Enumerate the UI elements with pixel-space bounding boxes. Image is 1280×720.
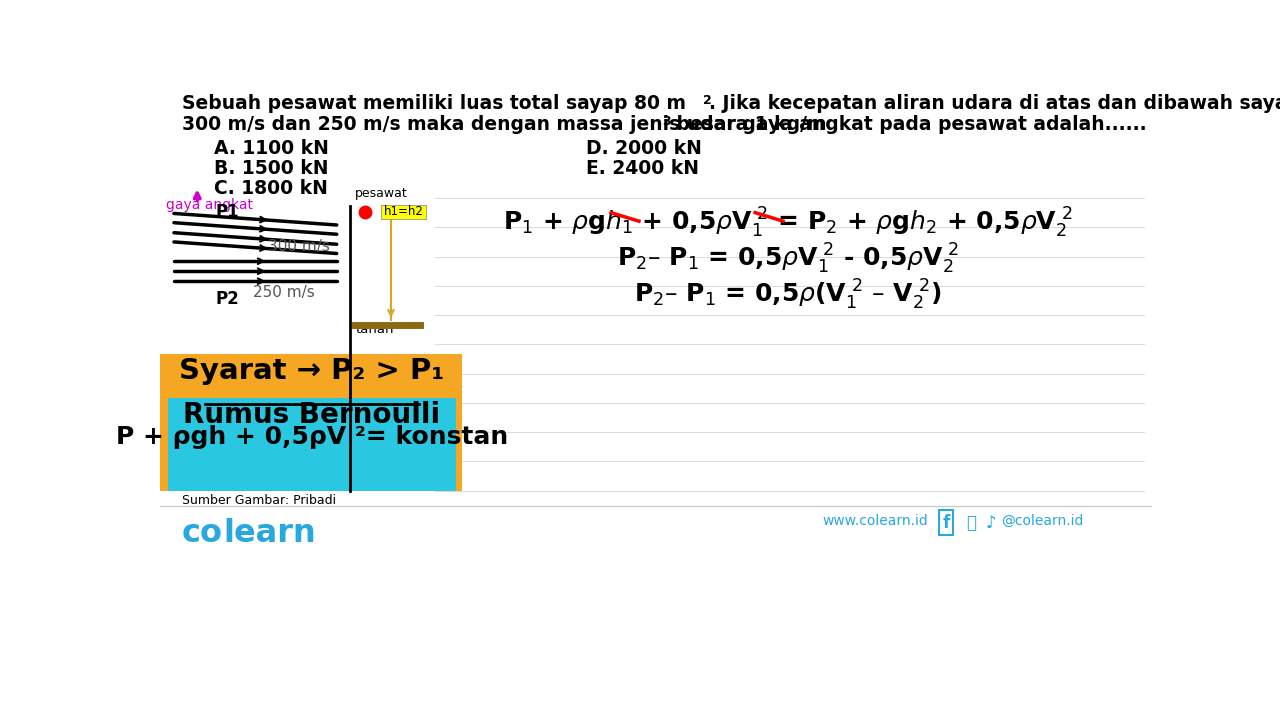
Text: learn: learn	[224, 518, 316, 549]
Text: besar gaya angkat pada pesawat adalah......: besar gaya angkat pada pesawat adalah...…	[669, 115, 1147, 134]
Text: co: co	[182, 518, 223, 549]
Text: P$_2$– P$_1$ = 0,5$\rho$(V$_1^{\ 2}$ – V$_2^{\ 2}$): P$_2$– P$_1$ = 0,5$\rho$(V$_1^{\ 2}$ – V…	[634, 278, 941, 312]
Text: D. 2000 kN: D. 2000 kN	[586, 139, 703, 158]
Text: 2: 2	[703, 94, 712, 107]
Text: . Jika kecepatan aliran udara di atas dan dibawah sayap adalah: . Jika kecepatan aliran udara di atas da…	[709, 94, 1280, 113]
Bar	[381, 205, 426, 219]
Text: 250 m/s: 250 m/s	[253, 285, 315, 300]
Text: P + ρgh + 0,5ρV ²= konstan: P + ρgh + 0,5ρV ²= konstan	[115, 426, 508, 449]
Text: www.colearn.id: www.colearn.id	[823, 514, 928, 528]
Text: P2: P2	[216, 290, 239, 308]
Text: Rumus Bernoulli: Rumus Bernoulli	[183, 400, 440, 428]
Text: ⓞ: ⓞ	[966, 514, 977, 532]
Text: C. 1800 kN: C. 1800 kN	[214, 179, 328, 198]
Text: 3: 3	[662, 115, 671, 128]
Text: E. 2400 kN: E. 2400 kN	[586, 159, 699, 178]
Text: A. 1100 kN: A. 1100 kN	[214, 139, 329, 158]
Text: Sebuah pesawat memiliki luas total sayap 80 m: Sebuah pesawat memiliki luas total sayap…	[182, 94, 686, 113]
Text: 300 m/s dan 250 m/s maka dengan massa jenis udara 1 kg/m: 300 m/s dan 250 m/s maka dengan massa je…	[182, 115, 826, 134]
Text: P$_2$– P$_1$ = 0,5$\rho$V$_1^{\ 2}$ - 0,5$\rho$V$_2^{\ 2}$: P$_2$– P$_1$ = 0,5$\rho$V$_1^{\ 2}$ - 0,…	[617, 242, 959, 276]
Text: Syarat → P₂ > P₁: Syarat → P₂ > P₁	[179, 357, 444, 385]
Text: P1: P1	[216, 204, 239, 222]
Text: gaya angkat: gaya angkat	[166, 198, 253, 212]
Bar	[160, 354, 462, 490]
Text: Sumber Gambar: Pribadi: Sumber Gambar: Pribadi	[182, 495, 335, 508]
Bar	[168, 398, 456, 490]
Text: f: f	[943, 514, 950, 532]
Text: B. 1500 kN: B. 1500 kN	[214, 159, 329, 178]
Text: 300 m/s: 300 m/s	[269, 239, 330, 254]
Text: ♪: ♪	[986, 514, 996, 532]
Text: tanah: tanah	[356, 323, 394, 336]
Text: P$_1$ + $\rho$g$h_1$ + 0,5$\rho$V$_1^{\ 2}$ = P$_2$ + $\rho$g$h_2$ + 0,5$\rho$V$: P$_1$ + $\rho$g$h_1$ + 0,5$\rho$V$_1^{\ …	[503, 206, 1073, 240]
Text: pesawat: pesawat	[356, 187, 408, 200]
Text: h1=h2: h1=h2	[384, 205, 424, 218]
Text: @colearn.id: @colearn.id	[1001, 514, 1083, 528]
